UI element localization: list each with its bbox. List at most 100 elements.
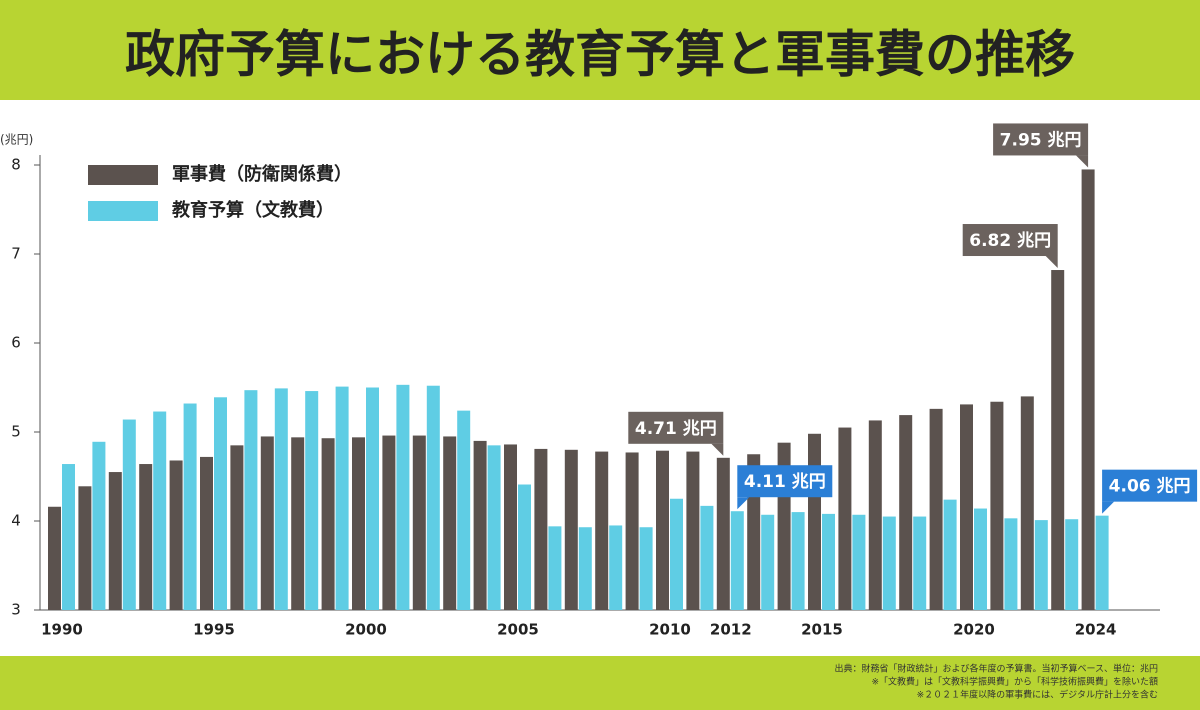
value-label-pointer — [711, 443, 724, 456]
y-axis-label: (兆円) — [0, 133, 33, 147]
x-tick-label: 2012 — [710, 621, 752, 639]
chart-title: 政府予算における教育予算と軍事費の推移 — [125, 26, 1075, 84]
bar — [578, 527, 592, 610]
bar — [822, 513, 835, 610]
bar — [153, 411, 167, 610]
value-label: 7.95 兆円 — [1000, 130, 1082, 150]
bar — [412, 435, 426, 610]
bar — [761, 514, 775, 610]
bar — [443, 436, 457, 610]
legend-swatch — [88, 201, 158, 221]
bar — [504, 444, 517, 610]
bar — [62, 464, 75, 610]
bar — [183, 403, 197, 610]
bar — [48, 506, 61, 610]
value-label: 4.06 兆円 — [1109, 477, 1191, 497]
bar — [321, 438, 335, 610]
value-label: 4.11 兆円 — [744, 472, 826, 492]
x-tick-label: 1990 — [41, 621, 83, 639]
bar — [686, 451, 700, 610]
x-tick-label: 2015 — [801, 621, 843, 639]
footer-band — [0, 656, 1200, 710]
bar — [382, 435, 396, 610]
bar — [791, 512, 805, 610]
bar — [1081, 169, 1095, 610]
bar — [169, 460, 183, 610]
bar — [609, 525, 623, 610]
bar — [487, 445, 501, 610]
value-label: 4.71 兆円 — [635, 419, 717, 439]
bar — [595, 451, 609, 610]
y-tick-label: 6 — [11, 334, 21, 352]
bar — [534, 448, 548, 610]
bar — [1034, 520, 1048, 610]
bar — [457, 410, 471, 610]
note: ※「文教費」は「文教科学振興費」から「科学技術振興費」を除いた額 — [871, 676, 1158, 688]
x-tick-label: 2005 — [497, 621, 539, 639]
note: ※２０２１年度以降の軍事費には、デジタル庁計上分を含む — [917, 689, 1158, 701]
bar — [108, 472, 122, 610]
value-label-box — [993, 123, 1089, 156]
bar — [92, 441, 106, 610]
bar — [1065, 519, 1079, 610]
bar — [838, 427, 852, 610]
bar — [305, 391, 319, 610]
y-tick-label: 7 — [11, 245, 21, 263]
value-label-box — [737, 465, 833, 498]
bar — [78, 486, 92, 610]
y-tick-label: 8 — [11, 156, 21, 174]
bar — [913, 516, 927, 610]
bar — [366, 387, 379, 610]
bar — [230, 445, 244, 610]
bar — [730, 511, 744, 610]
bar — [564, 449, 578, 610]
bar — [808, 433, 821, 610]
bar — [426, 385, 440, 610]
bar — [974, 508, 987, 610]
bar — [670, 498, 683, 610]
bar — [200, 456, 213, 610]
bar — [244, 390, 258, 610]
bar — [882, 516, 896, 610]
value-label-pointer — [1102, 501, 1115, 514]
bar — [700, 505, 714, 610]
bar — [625, 452, 639, 610]
bar — [122, 419, 136, 610]
bar — [960, 404, 973, 610]
value-label-box — [962, 224, 1058, 257]
x-tick-label: 2024 — [1075, 621, 1117, 639]
bar — [396, 384, 410, 610]
bar — [990, 401, 1004, 610]
bar — [548, 526, 562, 610]
value-label: 6.82 兆円 — [969, 231, 1051, 251]
bar — [899, 415, 913, 610]
bar — [716, 457, 730, 610]
bar — [291, 437, 305, 610]
y-tick-label: 4 — [11, 512, 21, 530]
bar — [1095, 515, 1109, 610]
value-label-pointer — [1076, 155, 1089, 168]
bar — [656, 450, 669, 610]
bar — [518, 484, 531, 610]
bar — [274, 388, 288, 610]
title-band — [0, 0, 1200, 100]
bar — [943, 499, 957, 610]
bar — [260, 436, 274, 610]
bar — [352, 437, 365, 610]
legend-swatch — [88, 165, 158, 185]
bar — [1051, 270, 1065, 610]
bar — [929, 408, 943, 610]
bar — [139, 464, 153, 610]
bar — [473, 440, 487, 610]
bar — [335, 386, 349, 610]
value-label-box — [1102, 469, 1198, 502]
bar — [639, 527, 653, 610]
bar — [214, 397, 227, 610]
value-label-box — [628, 411, 724, 444]
bar — [1004, 518, 1018, 610]
bar — [852, 514, 866, 610]
y-tick-label: 5 — [11, 423, 21, 441]
legend-label: 教育予算（文教費） — [172, 199, 334, 221]
